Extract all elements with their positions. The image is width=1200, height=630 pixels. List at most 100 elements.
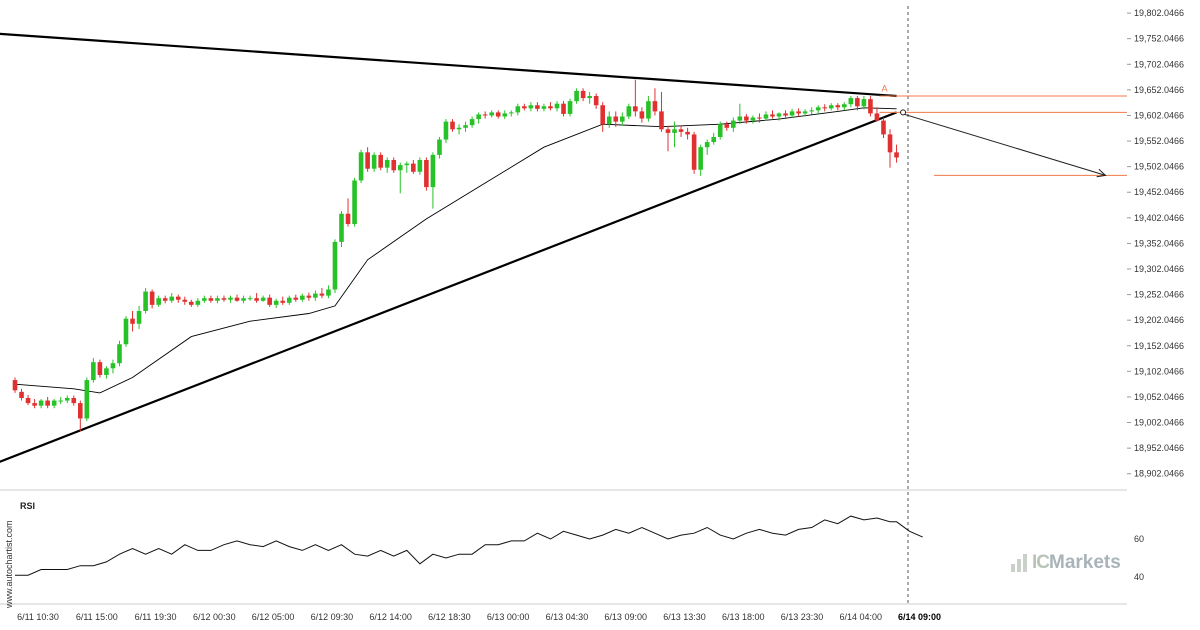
autochartist-watermark: www.autochartist.com xyxy=(4,520,20,610)
candle-body xyxy=(717,124,723,137)
candle-body xyxy=(443,121,449,140)
autochartist-watermark-text: www.autochartist.com xyxy=(4,520,14,608)
candle-body xyxy=(698,147,703,170)
candle-body xyxy=(515,106,521,113)
candle-body xyxy=(358,152,364,181)
candle-body xyxy=(495,112,501,117)
price-axis: 19,802.0466 19,752.0466 19,702.0466 19,652.… xyxy=(1127,8,1184,479)
candle-body xyxy=(822,107,828,109)
candle-body xyxy=(737,116,743,121)
brand-ic-text: IC xyxy=(1032,552,1050,573)
candle-body xyxy=(345,213,351,224)
brand-markets-text: Markets xyxy=(1049,552,1121,573)
price-tick-label: 19,152.0466 xyxy=(1134,341,1184,351)
candle-body xyxy=(430,154,436,188)
candle-body xyxy=(45,400,50,406)
candle-body xyxy=(704,142,710,148)
candle-body xyxy=(313,293,318,298)
candle-body xyxy=(835,105,841,108)
time-tick-label: 6/14 04:00 xyxy=(840,612,883,622)
time-tick-label: 6/13 18:00 xyxy=(722,612,765,622)
candle-body xyxy=(789,111,795,116)
candle-body xyxy=(332,241,338,290)
price-tick-label: 19,052.0466 xyxy=(1134,392,1184,402)
candle-body xyxy=(391,160,397,171)
candle-body xyxy=(104,368,109,375)
candle-body xyxy=(136,310,142,324)
candle-body xyxy=(646,101,651,119)
candle-body xyxy=(130,318,135,324)
candle-body xyxy=(476,114,481,120)
price-tick-label: 19,602.0466 xyxy=(1134,110,1184,120)
time-tick-label-current: 6/14 09:00 xyxy=(898,612,941,622)
upper-trendline xyxy=(0,32,897,98)
candle-body xyxy=(894,152,899,158)
candle-body xyxy=(267,297,272,305)
candle-body xyxy=(326,289,331,296)
candle-body xyxy=(508,112,514,114)
candle-body xyxy=(38,400,44,406)
forecast-arrow-line xyxy=(902,113,1106,176)
candles xyxy=(12,79,899,432)
candle-body xyxy=(241,298,246,301)
price-tick-label: 18,952.0466 xyxy=(1134,443,1184,453)
time-tick-label: 6/13 04:30 xyxy=(546,612,589,622)
candle-body xyxy=(887,134,893,153)
candle-body xyxy=(489,112,494,116)
candle-body xyxy=(574,90,579,102)
candle-body xyxy=(234,297,240,301)
candle-body xyxy=(672,129,677,133)
candle-body xyxy=(842,104,847,108)
rsi-tick-label: 40 xyxy=(1134,572,1144,582)
candle-body xyxy=(189,301,194,305)
candle-body xyxy=(12,380,18,391)
candle-body xyxy=(339,213,344,242)
candle-body xyxy=(796,111,801,114)
time-tick-label: 6/12 00:30 xyxy=(193,612,236,622)
candle-body xyxy=(450,121,455,130)
candle-body xyxy=(300,295,305,300)
candle-body xyxy=(182,299,188,302)
candle-body xyxy=(600,105,605,125)
candle-body xyxy=(770,114,775,117)
candle-body xyxy=(744,116,749,121)
panel-separators xyxy=(0,489,1127,605)
candle-body xyxy=(352,180,357,224)
price-tick-label: 19,252.0466 xyxy=(1134,290,1184,300)
candle-body xyxy=(365,152,370,169)
candle-body xyxy=(861,99,867,107)
price-tick-label: 19,752.0466 xyxy=(1134,34,1184,44)
candle-body xyxy=(97,362,103,375)
candle-body xyxy=(202,298,207,301)
moving-average-path xyxy=(14,107,897,394)
price-tick-label: 19,452.0466 xyxy=(1134,187,1184,197)
candle-body xyxy=(809,110,814,112)
time-tick-label: 6/11 19:30 xyxy=(135,612,177,622)
candle-body xyxy=(619,116,625,122)
candle-body xyxy=(665,129,671,133)
time-tick-label: 6/11 15:00 xyxy=(76,612,118,622)
candle-body xyxy=(247,298,253,300)
candle-body xyxy=(306,295,312,298)
candle-body xyxy=(169,296,175,301)
candle-body xyxy=(51,400,57,406)
breakout-label: A xyxy=(881,83,887,93)
candle-body xyxy=(626,106,632,117)
candle-body xyxy=(881,120,886,135)
rsi-tick-label: 60 xyxy=(1134,534,1144,544)
forecast-arrow-head xyxy=(1096,168,1107,178)
moving-average-line xyxy=(14,107,897,394)
candle-body xyxy=(84,380,90,419)
candle-body xyxy=(123,318,129,345)
candle-body xyxy=(469,119,475,126)
candle-body xyxy=(828,105,834,109)
candle-body xyxy=(482,114,488,116)
price-tick-label: 18,902.0466 xyxy=(1134,469,1184,479)
candle-body xyxy=(91,362,96,381)
candle-body xyxy=(678,129,684,132)
candle-body xyxy=(195,300,201,305)
candle-body xyxy=(776,113,782,117)
candle-body xyxy=(691,134,697,170)
candle-body xyxy=(273,300,279,305)
price-tick-label: 19,202.0466 xyxy=(1134,315,1184,325)
